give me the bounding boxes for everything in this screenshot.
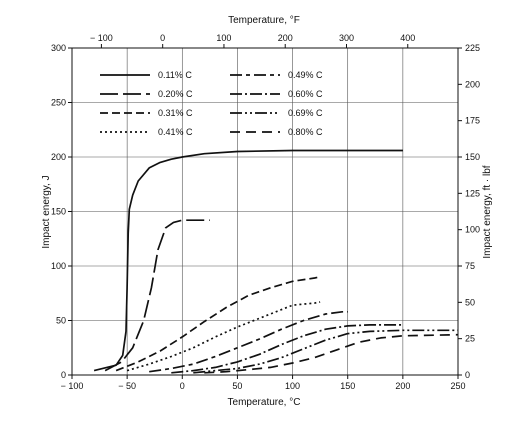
legend-label-3: 0.41% C — [158, 127, 193, 137]
y-tick-label: 200 — [51, 152, 66, 162]
top-tick-label: − 100 — [90, 33, 113, 43]
x-tick-label: 250 — [450, 381, 465, 391]
right-tick-label: 200 — [465, 79, 480, 89]
y-tick-label: 100 — [51, 261, 66, 271]
legend-label-2: 0.31% C — [158, 108, 193, 118]
y-tick-label: 300 — [51, 43, 66, 53]
y-tick-label: 50 — [56, 316, 66, 326]
series-line-5 — [171, 324, 403, 374]
right-tick-label: 150 — [465, 152, 480, 162]
legend-label-5: 0.60% C — [288, 89, 323, 99]
right-tick-label: 75 — [465, 261, 475, 271]
legend-label-7: 0.80% C — [288, 127, 323, 137]
x-tick-label: 150 — [340, 381, 355, 391]
top-tick-label: 300 — [339, 33, 354, 43]
grid — [72, 48, 458, 375]
x-axis-title: Temperature, °C — [228, 397, 301, 408]
right-tick-label: 100 — [465, 225, 480, 235]
series-line-6 — [193, 329, 458, 374]
x-tick-label: 200 — [395, 381, 410, 391]
series-line-1 — [104, 219, 210, 372]
y-tick-label: 0 — [61, 370, 66, 380]
y-tick-label: 150 — [51, 207, 66, 217]
right-tick-label: 225 — [465, 43, 480, 53]
right-axis-title: Impact energy, ft · lbf — [482, 165, 493, 258]
top-tick-label: 0 — [160, 33, 165, 43]
x-tick-label: 50 — [232, 381, 242, 391]
y-axis-title: Impact energy, J — [41, 175, 52, 248]
axis-ticks: − 100− 50 0 50 100 150 200 2500501001502002503… — [51, 33, 480, 391]
right-tick-label: 25 — [465, 334, 475, 344]
x-tick-label: − 100 — [61, 381, 84, 391]
legend-label-0: 0.11% C — [158, 70, 192, 80]
legend-label-1: 0.20% C — [158, 89, 193, 99]
x-tick-label: 100 — [285, 381, 300, 391]
series-line-2 — [115, 276, 321, 372]
top-tick-label: 400 — [400, 33, 415, 43]
x-tick-label: 0 — [180, 381, 185, 391]
top-tick-label: 100 — [216, 33, 231, 43]
right-tick-label: 175 — [465, 116, 480, 126]
top-axis-title: Temperature, °F — [228, 15, 300, 26]
series-line-7 — [204, 333, 459, 374]
series-line-0 — [93, 149, 403, 372]
series-lines — [93, 149, 459, 374]
right-tick-label: 125 — [465, 188, 480, 198]
y-tick-label: 250 — [51, 98, 66, 108]
series-line-4 — [149, 310, 348, 373]
x-tick-label: − 50 — [118, 381, 136, 391]
series-line-3 — [126, 301, 321, 372]
right-tick-label: 50 — [465, 297, 475, 307]
legend-label-6: 0.69% C — [288, 108, 323, 118]
legend-label-4: 0.49% C — [288, 70, 323, 80]
right-tick-label: 0 — [465, 370, 470, 380]
legend: 0.11% C 0.20% C 0.31% C 0.41% C 0.49% C 0.60%… — [100, 70, 323, 137]
top-tick-label: 200 — [278, 33, 293, 43]
